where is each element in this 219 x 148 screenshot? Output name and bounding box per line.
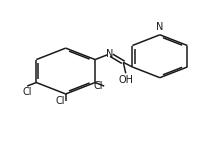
Text: N: N — [156, 22, 164, 32]
Text: Cl: Cl — [94, 81, 103, 91]
Text: Cl: Cl — [55, 96, 65, 106]
Text: N: N — [106, 49, 113, 59]
Text: Cl: Cl — [23, 87, 32, 97]
Text: OH: OH — [118, 75, 133, 85]
